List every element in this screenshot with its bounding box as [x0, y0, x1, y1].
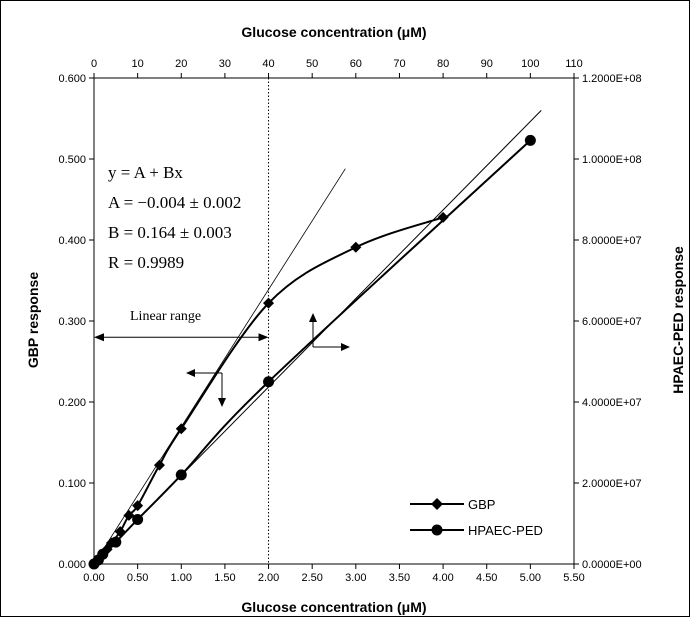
y-left-tick-label: 0.300 [58, 316, 86, 328]
y-right-tick-label: 2.0000E+07 [582, 478, 642, 490]
x-top-tick-label: 100 [521, 58, 539, 70]
y-right-tick-label: 1.0000E+08 [582, 154, 642, 166]
gbp-point [263, 297, 275, 309]
chart-frame [0, 0, 690, 617]
x-top-tick-label: 110 [565, 58, 583, 70]
x-top-tick-label: 70 [393, 58, 405, 70]
hpaec-point [132, 513, 144, 525]
x-top-tick-label: 40 [262, 58, 274, 70]
gbp-point [132, 500, 144, 512]
y-left-tick-label: 0.600 [58, 73, 86, 85]
x-bottom-tick-label: 1.50 [214, 572, 235, 584]
y-axis-title-left: GBP response [25, 272, 41, 368]
param-b-annotation: B = 0.164 ± 0.003 [108, 223, 232, 242]
x-top-tick-label: 20 [175, 58, 187, 70]
y-left-tick-label: 0.400 [58, 235, 86, 247]
hpaec-point [263, 376, 275, 388]
gbp-point [175, 423, 187, 435]
x-bottom-tick-label: 4.00 [432, 572, 453, 584]
hpaec-point [175, 469, 187, 481]
x-top-tick-label: 50 [306, 58, 318, 70]
gbp-axis-arrowhead-left [186, 369, 195, 377]
x-top-tick-label: 0 [91, 58, 97, 70]
x-bottom-tick-label: 0.00 [83, 572, 104, 584]
y-right-tick-label: 6.0000E+07 [582, 316, 642, 328]
y-right-tick-label: 4.0000E+07 [582, 397, 642, 409]
x-axis-title-bottom: Glucose concentration (μM) [241, 599, 426, 615]
hpaec-point [524, 134, 536, 146]
linear-range-arrowhead-left [94, 333, 104, 342]
gbp-point [153, 459, 165, 471]
x-top-tick-label: 90 [481, 58, 493, 70]
x-top-tick-label: 80 [437, 58, 449, 70]
x-bottom-tick-label: 5.00 [520, 572, 541, 584]
x-bottom-tick-label: 2.50 [301, 572, 322, 584]
param-a-annotation: A = −0.004 ± 0.002 [108, 193, 241, 212]
y-left-tick-label: 0.000 [58, 559, 86, 571]
x-bottom-tick-label: 3.00 [345, 572, 366, 584]
x-bottom-tick-label: 0.50 [127, 572, 148, 584]
hpaec-axis-arrowhead-up [309, 313, 317, 322]
gbp-fit-line [93, 168, 346, 565]
equation-annotation: y = A + Bx [108, 163, 183, 182]
y-axis-title-right: HPAEC-PED response [670, 246, 686, 394]
x-top-tick-label: 30 [219, 58, 231, 70]
linear-range-label: Linear range [130, 309, 201, 324]
gbp-point [437, 211, 449, 223]
y-left-tick-label: 0.100 [58, 478, 86, 490]
gbp-axis-arrowhead-down [218, 398, 226, 407]
legend-gbp-marker [431, 498, 443, 510]
y-right-tick-label: 0.0000E+00 [582, 559, 642, 571]
y-right-tick-label: 1.2000E+08 [582, 73, 642, 85]
hpaec-point [97, 548, 109, 560]
hpaec-axis-arrowhead-right [341, 343, 350, 351]
hpaec-point [110, 536, 122, 548]
legend-gbp-label: GBP [468, 497, 495, 512]
x-bottom-tick-label: 2.00 [258, 572, 279, 584]
x-bottom-tick-label: 4.50 [476, 572, 497, 584]
axis-arrows [186, 313, 350, 407]
x-bottom-tick-label: 3.50 [389, 572, 410, 584]
gbp-point [114, 526, 126, 538]
linear-range-arrowhead-right [258, 333, 269, 342]
y-right-tick-label: 8.0000E+07 [582, 235, 642, 247]
y-left-tick-label: 0.200 [58, 397, 86, 409]
x-bottom-tick-label: 1.00 [171, 572, 192, 584]
param-r-annotation: R = 0.9989 [108, 253, 184, 272]
x-axis-title-top: Glucose concentration (μM) [241, 24, 426, 40]
y-left-tick-label: 0.500 [58, 154, 86, 166]
legend-hpaec-marker [431, 524, 443, 536]
legend-hpaec-label: HPAEC-PED [468, 523, 543, 538]
x-top-tick-label: 10 [132, 58, 144, 70]
x-top-tick-label: 60 [350, 58, 362, 70]
gbp-point [350, 241, 362, 253]
legend: GBP HPAEC-PED [410, 497, 543, 538]
gbp-point [123, 509, 135, 521]
x-bottom-tick-label: 5.50 [563, 572, 584, 584]
